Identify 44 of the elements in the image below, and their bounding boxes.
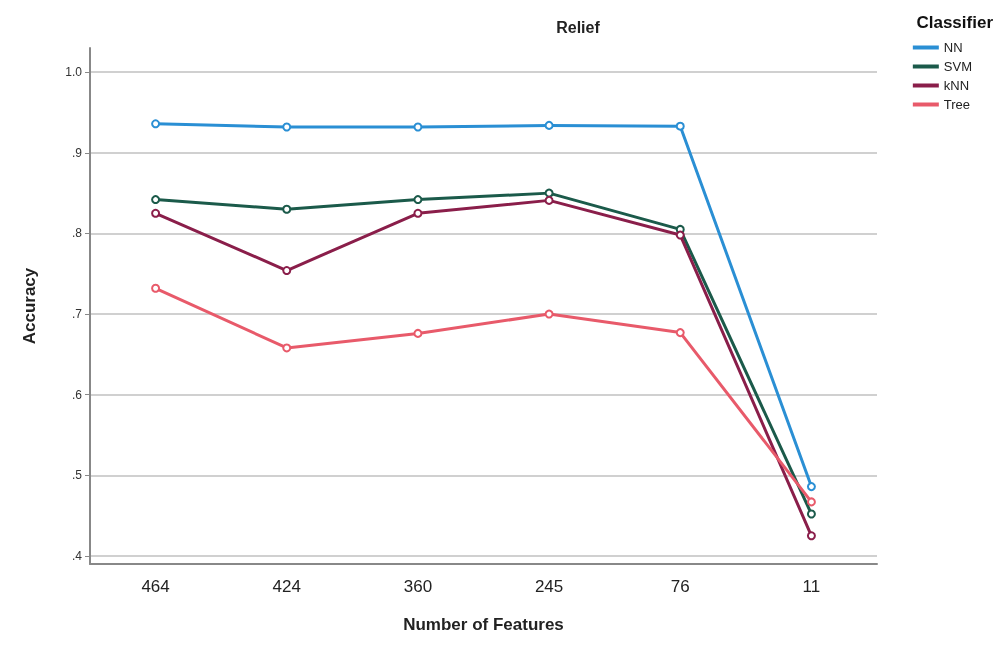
point	[806, 497, 816, 507]
x-tick-label: 360	[403, 577, 433, 596]
y-tick-label: .9	[71, 145, 83, 160]
x-tick-label: 464	[141, 577, 170, 596]
point	[151, 195, 161, 205]
legend-label: kNN	[943, 78, 970, 93]
point	[413, 208, 423, 218]
point	[151, 283, 161, 293]
point	[282, 266, 292, 276]
point	[675, 328, 685, 338]
point	[151, 119, 161, 129]
legend-label: SVM	[943, 59, 972, 74]
y-tick-label: 1.0	[65, 65, 83, 80]
legend-title: Classifier	[916, 13, 994, 32]
point	[544, 309, 554, 319]
y-tick-label: .8	[71, 226, 83, 241]
point	[544, 195, 554, 205]
legend-label: NN	[943, 40, 963, 55]
chart-title: Relief	[556, 18, 601, 36]
y-tick-label: .5	[71, 468, 83, 483]
point	[806, 482, 816, 492]
point	[806, 531, 816, 541]
point	[413, 328, 423, 338]
point	[544, 120, 554, 130]
legend-label: Tree	[943, 97, 971, 112]
x-tick-label: 76	[670, 577, 690, 596]
point	[413, 195, 423, 205]
x-tick-label: 245	[534, 577, 564, 596]
y-axis-title: Accuracy	[20, 267, 39, 345]
x-tick-label: 424	[272, 577, 301, 596]
point	[413, 122, 423, 132]
point	[282, 343, 292, 353]
point	[282, 204, 292, 214]
y-tick-label: .6	[71, 387, 83, 402]
y-tick-label: .7	[71, 307, 83, 322]
point	[151, 208, 161, 218]
point	[806, 509, 816, 519]
y-tick-label: .4	[71, 548, 83, 563]
point	[675, 230, 685, 240]
x-tick-label: 11	[802, 577, 821, 596]
point	[282, 122, 292, 132]
point	[544, 188, 554, 198]
x-axis-title: Number of Features	[403, 615, 564, 634]
point	[675, 121, 685, 131]
